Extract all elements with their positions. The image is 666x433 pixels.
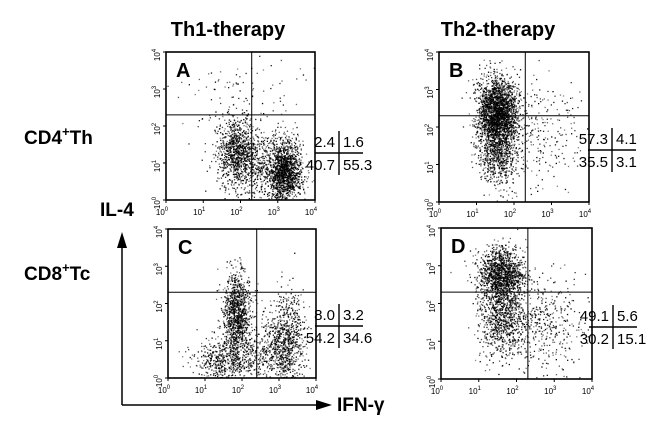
x-tick-label: 101	[469, 386, 482, 396]
y-tick-label: 101	[154, 337, 164, 350]
y-tick-label: 101	[427, 337, 437, 350]
quadrant-lower-right-value: 55.3	[343, 157, 372, 174]
x-arrow-head	[316, 400, 332, 410]
x-tick-label: 100	[429, 209, 442, 219]
quadrant-upper-right-value: 4.1	[616, 131, 637, 148]
quadrant-upper-left-value: 57.3	[579, 131, 608, 148]
quadrant-lower-left-value: 35.5	[579, 154, 608, 171]
y-tick-label: 104	[154, 225, 164, 238]
x-tick-label: 101	[195, 385, 208, 395]
y-tick-label: 100	[152, 196, 162, 209]
x-tick-label: 101	[193, 207, 206, 217]
y-tick-label: 103	[152, 85, 162, 98]
quadrant-lower-right-value: 15.1	[617, 331, 646, 348]
panel-a-quadrant-table: 2.4 1.6 40.7 55.3	[306, 131, 372, 175]
panel-d-events	[450, 228, 592, 379]
panel-c-quadrant-table: 8.0 3.2 54.2 34.6	[306, 304, 372, 348]
quadrant-upper-left-value: 49.1	[580, 308, 609, 325]
x-tick-label: 101	[466, 209, 479, 219]
x-tick-label: 103	[268, 207, 281, 217]
x-tick-label: 103	[269, 385, 282, 395]
quadrant-upper-left-value: 2.4	[314, 134, 335, 151]
y-tick-label: 100	[425, 198, 435, 211]
y-axis-title: IL-4	[100, 200, 134, 221]
x-tick-label: 104	[582, 386, 595, 396]
column-title-th2: Th2-therapy	[441, 19, 556, 41]
quadrant-upper-right-value: 1.6	[343, 134, 364, 151]
x-axis-title: IFN-γ	[337, 395, 385, 416]
quadrant-lower-right-value: 3.1	[616, 154, 637, 171]
y-tick-label: 104	[427, 224, 437, 237]
row-label-cd8: CD8+Tc	[24, 260, 91, 285]
quadrant-upper-right-value: 5.6	[617, 308, 638, 325]
quadrant-lower-left-value: 40.7	[306, 157, 335, 174]
x-tick-label: 100	[431, 386, 444, 396]
y-tick-label: 104	[152, 48, 162, 61]
row-label-cd4: CD4+Th	[24, 124, 93, 149]
x-tick-label: 100	[158, 385, 171, 395]
x-tick-label: 104	[305, 207, 318, 217]
y-tick-label: 102	[154, 300, 164, 313]
x-tick-label: 100	[156, 207, 169, 217]
x-tick-label: 104	[579, 209, 592, 219]
panel-c-letter: C	[178, 237, 192, 259]
y-tick-label: 100	[427, 375, 437, 388]
panel-b-events	[461, 59, 589, 202]
panel-d-letter: D	[451, 236, 465, 258]
y-tick-label: 103	[427, 262, 437, 275]
y-tick-label: 104	[425, 48, 435, 61]
x-tick-label: 104	[306, 385, 319, 395]
quadrant-lower-left-value: 54.2	[306, 330, 335, 347]
y-tick-label: 102	[152, 122, 162, 135]
y-tick-label: 102	[427, 300, 437, 313]
y-tick-label: 103	[425, 86, 435, 99]
y-tick-label: 100	[154, 374, 164, 387]
quadrant-upper-right-value: 3.2	[343, 307, 364, 324]
panel-a-events	[167, 55, 316, 201]
panel-d-quadrant-table: 49.1 5.6 30.2 15.1	[580, 305, 646, 349]
y-tick-label: 101	[425, 161, 435, 174]
panel-a-letter: A	[176, 60, 190, 82]
x-tick-label: 102	[504, 209, 517, 219]
y-arrow-head	[117, 232, 127, 248]
x-tick-label: 103	[544, 386, 557, 396]
quadrant-lower-left-value: 30.2	[580, 331, 609, 348]
x-tick-label: 102	[232, 385, 245, 395]
x-tick-label: 102	[506, 386, 519, 396]
x-tick-label: 102	[230, 207, 243, 217]
panel-b-quadrant-table: 57.3 4.1 35.5 3.1	[579, 128, 637, 172]
panel-b-letter: B	[449, 60, 463, 82]
y-tick-label: 101	[152, 159, 162, 172]
quadrant-lower-right-value: 34.6	[343, 330, 372, 347]
panel-c-events	[178, 252, 312, 379]
y-tick-label: 102	[425, 123, 435, 136]
quadrant-upper-left-value: 8.0	[314, 307, 335, 324]
x-tick-label: 103	[541, 209, 554, 219]
axis-arrows	[117, 232, 332, 410]
y-tick-label: 103	[154, 262, 164, 275]
column-title-th1: Th1-therapy	[171, 19, 286, 41]
